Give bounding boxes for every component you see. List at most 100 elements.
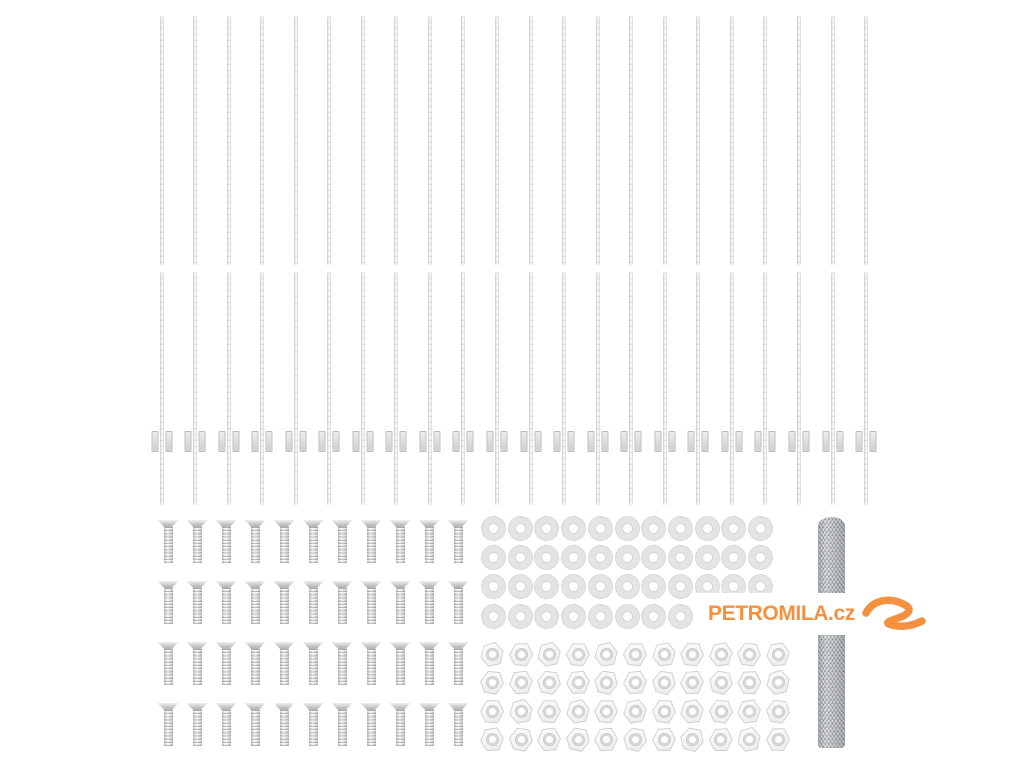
washer <box>749 545 772 569</box>
fence-rod <box>327 16 332 265</box>
hex-nut <box>707 698 734 724</box>
fence-rod <box>360 272 365 505</box>
fence-rod <box>562 16 567 265</box>
hex-nut <box>708 728 733 752</box>
screw <box>331 642 353 687</box>
nut-body <box>535 640 563 668</box>
mounting-clip <box>754 431 776 452</box>
washer <box>749 516 772 540</box>
washer <box>588 516 612 540</box>
mounting-clip <box>855 431 877 452</box>
screw-shaft <box>453 588 463 624</box>
screw <box>157 520 179 565</box>
fence-rod-with-clip <box>855 272 877 505</box>
nut-body <box>708 728 733 752</box>
washer <box>668 575 692 599</box>
screw-head <box>360 703 382 711</box>
nut-body <box>594 728 619 752</box>
fence-rod <box>427 16 432 265</box>
hex-nut <box>622 642 648 667</box>
nut-hole <box>687 677 698 688</box>
screw <box>389 520 411 565</box>
nut-hole <box>772 648 784 660</box>
clip-tab-left <box>587 431 595 452</box>
washer <box>615 516 639 540</box>
hex-nut <box>765 641 792 667</box>
fence-rod <box>226 16 231 265</box>
screw-shaft <box>250 527 260 563</box>
screw-shaft <box>192 588 202 624</box>
screw <box>418 642 440 687</box>
washer <box>722 545 746 569</box>
fence-rod-with-clip <box>184 272 206 505</box>
screw-shaft <box>279 588 289 624</box>
clip-tab-right <box>836 431 843 452</box>
clip-tab-left <box>385 431 393 452</box>
nut-body <box>564 698 592 725</box>
screw-head <box>331 581 353 589</box>
clip-tab-left <box>251 431 259 452</box>
screw-head <box>331 703 353 711</box>
fence-rod <box>394 272 399 505</box>
fence-rod-with-clip <box>285 272 307 505</box>
fence-rod <box>461 16 466 265</box>
screw-shaft <box>395 527 405 563</box>
screw-shaft <box>163 649 173 685</box>
fence-rod <box>763 272 768 505</box>
nut-hole <box>515 648 526 659</box>
fence-rod <box>528 272 533 505</box>
hex-nut <box>764 698 791 724</box>
nut-body <box>506 697 534 725</box>
nut-body <box>536 727 562 752</box>
screw-head <box>186 520 208 528</box>
nut-hole <box>601 705 613 717</box>
hex-nut <box>565 670 591 695</box>
screw <box>273 642 295 687</box>
screw <box>418 581 440 626</box>
hex-nut <box>478 669 505 695</box>
fence-rod-with-clip <box>721 272 743 505</box>
hex-nut <box>651 728 676 752</box>
screw <box>447 642 469 687</box>
screw-shaft <box>279 710 289 746</box>
screw <box>360 703 382 748</box>
screw <box>331 581 353 626</box>
screw-shaft <box>395 588 405 624</box>
nut-body <box>678 726 707 754</box>
mounting-clip <box>218 431 240 452</box>
washer <box>668 604 692 628</box>
screw-head <box>244 642 266 650</box>
fence-rod <box>595 16 600 265</box>
clip-tab-left <box>151 431 158 452</box>
nut-body <box>765 641 792 667</box>
nut-hole <box>572 648 584 660</box>
clip-tab-left <box>218 431 226 452</box>
washer <box>695 516 719 540</box>
screw-shaft <box>424 588 434 624</box>
hex-nut <box>679 698 706 724</box>
nut-body <box>592 669 620 696</box>
clip-tab-left <box>285 431 293 452</box>
screw <box>389 642 411 687</box>
nut-body <box>592 640 620 667</box>
screw <box>389 703 411 748</box>
screw-shaft <box>163 710 173 746</box>
fence-rod <box>427 272 432 505</box>
hex-nut <box>649 669 677 697</box>
nut-body <box>679 641 705 666</box>
screw <box>157 703 179 748</box>
hex-nut <box>536 727 562 752</box>
nut-hole <box>629 648 641 660</box>
screw-head <box>157 642 179 650</box>
screw-shaft <box>453 527 463 563</box>
fence-rod-with-clip <box>385 272 407 505</box>
nut-body <box>621 726 649 754</box>
mounting-clip <box>486 431 508 452</box>
clip-tab-left <box>788 431 796 452</box>
clip-tab-right <box>534 431 541 452</box>
fence-rod <box>629 16 634 265</box>
screw <box>244 581 266 626</box>
